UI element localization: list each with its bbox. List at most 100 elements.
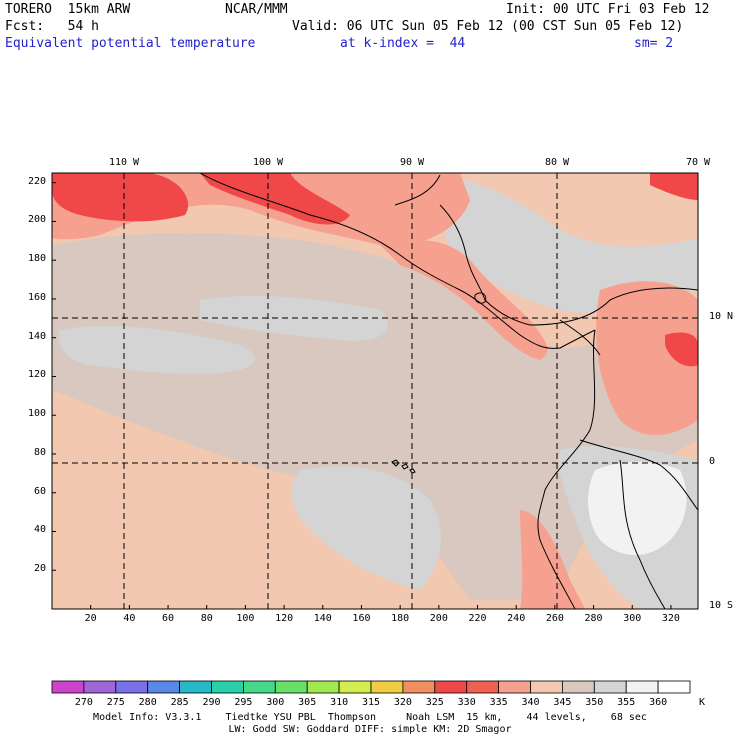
y-tick-label: 60 — [33, 485, 46, 497]
x-tick-label: 240 — [507, 613, 526, 624]
mexico-red-west — [52, 173, 189, 222]
colorbar-swatch — [657, 680, 691, 694]
peru-coast-pink — [520, 510, 585, 609]
longitude-label: 80 W — [544, 157, 570, 168]
longitude-label: 70 W — [685, 157, 711, 168]
longitude-label: 110 W — [108, 157, 140, 168]
light-grey-patch-west — [58, 325, 255, 374]
border-colombia-ecuador — [579, 439, 698, 511]
x-tick-label: 260 — [545, 613, 564, 624]
colorbar-swatch — [498, 680, 531, 694]
colorbar-label: 335 — [489, 697, 508, 708]
colorbar-label: 310 — [330, 697, 349, 708]
axis-ticks — [52, 182, 672, 609]
x-tick-label: 80 — [200, 613, 213, 624]
colorbar-unit: K — [698, 697, 706, 708]
colorbar-label: 275 — [106, 697, 125, 708]
plot-frame — [51, 172, 699, 610]
colorbar-swatch — [147, 680, 180, 694]
center-label: NCAR/MMM — [225, 2, 288, 17]
colorbar-swatch — [115, 680, 149, 694]
colorbar-swatch — [83, 680, 117, 694]
colorbar-label: 290 — [202, 697, 221, 708]
y-tick-label: 40 — [33, 524, 46, 536]
colorbar-swatch — [211, 680, 244, 694]
y-tick-label: 200 — [27, 214, 46, 226]
y-tick-label: 80 — [33, 446, 46, 458]
colorbar-label: 350 — [585, 697, 604, 708]
colorbar-label: 325 — [425, 697, 444, 708]
y-tick-label: 100 — [27, 408, 46, 420]
coastline-mexico-central-america — [199, 173, 596, 349]
latitude-label: 0 — [709, 456, 716, 467]
colorbar — [51, 680, 691, 694]
colorbar-label: 360 — [649, 697, 668, 708]
south-america-near-white — [588, 461, 687, 555]
mid-pacific-grey-band — [52, 232, 698, 600]
x-tick-label: 100 — [236, 613, 255, 624]
colorbar-label: 355 — [617, 697, 636, 708]
x-tick-label: 320 — [661, 613, 680, 624]
y-tick-label: 180 — [27, 253, 46, 265]
colombia-pink — [596, 281, 698, 435]
colombia-red — [665, 332, 698, 367]
colorbar-label: 330 — [457, 697, 476, 708]
colorbar-label: 285 — [170, 697, 189, 708]
x-tick-label: 160 — [352, 613, 371, 624]
y-tick-label: 220 — [27, 175, 46, 187]
grey-patch-south-central — [291, 466, 441, 590]
x-tick-label: 280 — [584, 613, 603, 624]
colorbar-swatch — [466, 680, 500, 694]
colorbar-label: 320 — [393, 697, 412, 708]
latitude-label: 10 N — [709, 311, 734, 322]
caribbean-red-patch — [650, 173, 698, 200]
longitude-label: 90 W — [399, 157, 425, 168]
y-tick-label: 160 — [27, 291, 46, 303]
colorbar-label: 300 — [266, 697, 285, 708]
footer-physics-info: LW: Godd SW: Goddard DIFF: simple KM: 2D… — [228, 724, 512, 735]
coastlines — [199, 173, 698, 609]
lake-nicaragua — [474, 292, 487, 304]
x-tick-label: 20 — [84, 613, 97, 624]
colorbar-swatch — [434, 680, 468, 694]
y-tick-label: 20 — [33, 563, 46, 575]
galapagos-islands — [391, 459, 416, 474]
lat-lon-grid — [52, 173, 698, 609]
coastline-south-america-west — [537, 329, 596, 609]
coastline-caribbean — [394, 174, 698, 326]
x-tick-label: 120 — [275, 613, 294, 624]
x-tick-label: 300 — [623, 613, 642, 624]
colorbar-swatch — [402, 680, 436, 694]
colorbar-swatch — [51, 680, 85, 694]
colorbar-swatch — [306, 680, 340, 694]
field-name: Equivalent potential temperature — [5, 36, 256, 51]
colorbar-swatch — [179, 680, 212, 694]
colorbar-swatch — [338, 680, 372, 694]
mexico-red-coast — [200, 173, 350, 225]
colorbar-swatch — [370, 680, 404, 694]
y-tick-label: 140 — [27, 330, 46, 342]
model-title: TORERO 15km ARW — [5, 2, 131, 17]
theta-e-field — [52, 173, 698, 609]
light-grey-patch-east — [439, 175, 698, 313]
colorbar-swatch — [625, 680, 659, 694]
smoothing-label: sm= 2 — [634, 36, 674, 51]
border-panama-colombia — [559, 319, 601, 356]
colorbar-swatch — [242, 680, 276, 694]
forecast-hour: Fcst: 54 h — [5, 19, 99, 34]
x-tick-label: 220 — [468, 613, 487, 624]
colorbar-swatch — [274, 680, 308, 694]
colorbar-label: 315 — [361, 697, 381, 708]
latitude-label: 10 S — [709, 600, 734, 611]
x-tick-label: 40 — [123, 613, 136, 624]
colorbar-label: 280 — [138, 697, 157, 708]
colorbar-label: 295 — [234, 697, 253, 708]
colorbar-swatch — [562, 680, 595, 694]
longitude-label: 100 W — [252, 157, 284, 168]
x-tick-label: 60 — [162, 613, 175, 624]
init-time: Init: 00 UTC Fri 03 Feb 12 — [506, 2, 710, 17]
y-tick-label: 120 — [27, 369, 46, 381]
border-peru-brazil — [619, 459, 666, 609]
footer-model-info: Model Info: V3.3.1 Tiedtke YSU PBL Thomp… — [93, 712, 647, 723]
